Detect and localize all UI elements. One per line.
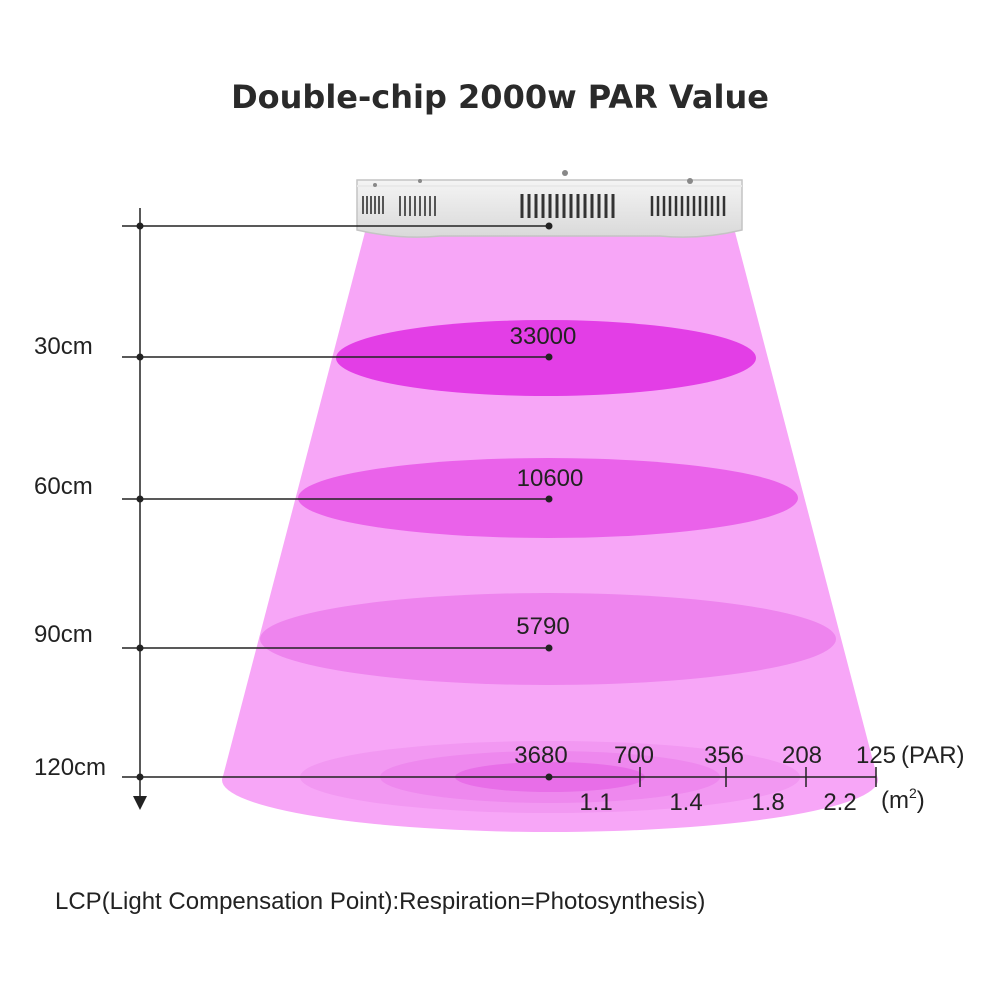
axis-dot-120cm	[136, 773, 144, 781]
bottom-par-value-2: 356	[704, 742, 744, 769]
par-band-90cm	[260, 593, 836, 685]
area-unit-superscript: 2	[909, 785, 917, 801]
diagram-title: Double-chip 2000w PAR Value	[231, 78, 769, 116]
area-unit-base: (m	[881, 787, 909, 814]
grow-light-fixture	[356, 170, 743, 238]
lcp-footnote: LCP(Light Compensation Point):Respiratio…	[55, 888, 706, 915]
bottom-par-unit: (PAR)	[901, 742, 965, 769]
center-dot-120cm	[545, 773, 553, 781]
distance-label-120cm: 120cm	[34, 754, 107, 781]
area-unit-close: )	[917, 787, 925, 814]
center-dot-lamp	[545, 222, 553, 230]
center-dot-60cm	[545, 495, 553, 503]
par-value-90cm: 5790	[516, 613, 569, 640]
axis-dot-30cm	[136, 353, 144, 361]
area-unit: (m2)	[881, 785, 925, 814]
distance-label-60cm: 60cm	[34, 473, 93, 500]
area-value-3: 1.8	[751, 789, 784, 816]
distance-label-30cm: 30cm	[34, 333, 93, 360]
distance-label-90cm: 90cm	[34, 621, 93, 648]
center-dot-30cm	[545, 353, 553, 361]
par-value-60cm: 10600	[517, 465, 584, 492]
bottom-par-value-4: 125	[856, 742, 896, 769]
distance-axis-arrow	[133, 796, 147, 810]
center-dot-90cm	[545, 644, 553, 652]
axis-dot-60cm	[136, 495, 144, 503]
area-value-2: 1.4	[669, 789, 702, 816]
bottom-par-value-1: 700	[614, 742, 654, 769]
area-value-4: 2.2	[823, 789, 856, 816]
axis-dot-lamp	[136, 222, 144, 230]
area-value-1: 1.1	[579, 789, 612, 816]
par-value-30cm: 33000	[510, 323, 577, 350]
par-value-120cm: 3680	[514, 742, 567, 769]
bottom-par-value-3: 208	[782, 742, 822, 769]
axis-dot-90cm	[136, 644, 144, 652]
